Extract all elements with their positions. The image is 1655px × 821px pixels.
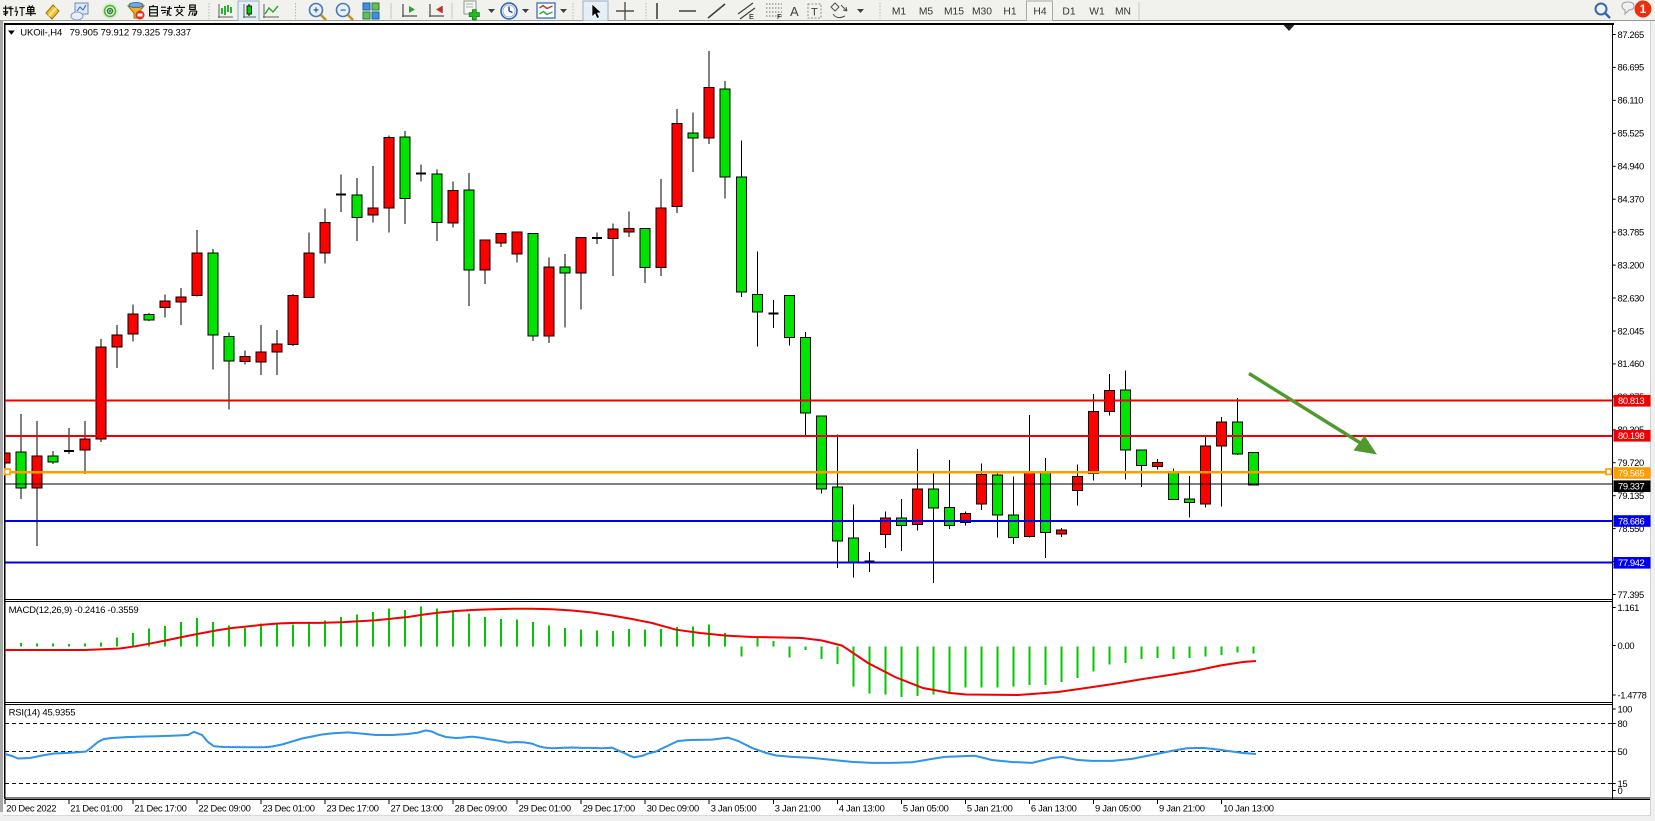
- svg-text:84.940: 84.940: [1618, 161, 1644, 172]
- svg-text:W1: W1: [1089, 7, 1105, 18]
- svg-text:-1.4778: -1.4778: [1618, 689, 1647, 700]
- svg-text:9 Jan 21:00: 9 Jan 21:00: [1159, 803, 1205, 814]
- svg-text:H1: H1: [1003, 7, 1016, 18]
- svg-text:5 Jan 21:00: 5 Jan 21:00: [967, 803, 1013, 814]
- svg-text:78.550: 78.550: [1618, 523, 1644, 534]
- svg-text:85.525: 85.525: [1618, 128, 1644, 139]
- svg-text:20 Dec 2022: 20 Dec 2022: [6, 803, 56, 814]
- svg-text:21 Dec 17:00: 21 Dec 17:00: [134, 803, 186, 814]
- svg-text:80.305: 80.305: [1618, 424, 1644, 435]
- svg-text:−: −: [340, 6, 346, 17]
- svg-text:79.720: 79.720: [1618, 457, 1644, 468]
- svg-text:4 Jan 13:00: 4 Jan 13:00: [839, 803, 885, 814]
- svg-text:87.265: 87.265: [1618, 29, 1644, 40]
- svg-text:3 Jan 05:00: 3 Jan 05:00: [711, 803, 757, 814]
- svg-text:T: T: [811, 7, 818, 19]
- svg-text:81.460: 81.460: [1618, 358, 1644, 369]
- svg-text:30 Dec 09:00: 30 Dec 09:00: [647, 803, 699, 814]
- svg-text:D1: D1: [1062, 7, 1075, 18]
- svg-text:M15: M15: [944, 7, 964, 18]
- svg-text:RSI(14) 45.9355: RSI(14) 45.9355: [9, 708, 76, 719]
- svg-text:M5: M5: [919, 7, 934, 18]
- svg-text:79.337: 79.337: [1618, 481, 1644, 492]
- svg-text:F: F: [777, 12, 782, 21]
- svg-text:9 Jan 05:00: 9 Jan 05:00: [1095, 803, 1141, 814]
- svg-text:M30: M30: [972, 7, 992, 18]
- svg-text:M1: M1: [892, 7, 907, 18]
- svg-text:86.695: 86.695: [1618, 62, 1644, 73]
- svg-text:22 Dec 09:00: 22 Dec 09:00: [198, 803, 250, 814]
- svg-text:23 Dec 17:00: 23 Dec 17:00: [327, 803, 379, 814]
- svg-text:1: 1: [1640, 2, 1647, 16]
- svg-text:23 Dec 01:00: 23 Dec 01:00: [263, 803, 315, 814]
- svg-text:80.813: 80.813: [1618, 395, 1644, 406]
- svg-text:1.161: 1.161: [1618, 602, 1640, 613]
- svg-text:+: +: [313, 6, 319, 17]
- svg-text:0: 0: [1618, 785, 1623, 796]
- svg-text:50: 50: [1618, 746, 1628, 757]
- svg-text:15: 15: [1618, 778, 1628, 789]
- svg-text:80: 80: [1618, 718, 1628, 729]
- svg-text:29 Dec 01:00: 29 Dec 01:00: [519, 803, 571, 814]
- svg-text:5 Jan 05:00: 5 Jan 05:00: [903, 803, 949, 814]
- svg-text:82.045: 82.045: [1618, 325, 1644, 336]
- svg-text:79.565: 79.565: [1618, 467, 1644, 478]
- svg-text:MN: MN: [1115, 7, 1131, 18]
- svg-text:29 Dec 17:00: 29 Dec 17:00: [583, 803, 635, 814]
- svg-text:77.942: 77.942: [1618, 557, 1644, 568]
- svg-text:UKOil-,H4: UKOil-,H4: [20, 28, 62, 39]
- svg-text:77.395: 77.395: [1618, 589, 1644, 600]
- svg-text:28 Dec 09:00: 28 Dec 09:00: [455, 803, 507, 814]
- svg-text:84.370: 84.370: [1618, 194, 1644, 205]
- svg-text:27 Dec 13:00: 27 Dec 13:00: [391, 803, 443, 814]
- svg-text:A: A: [790, 4, 799, 19]
- svg-text:83.200: 83.200: [1618, 259, 1644, 270]
- svg-text:80.198: 80.198: [1618, 430, 1644, 441]
- svg-text:H4: H4: [1033, 7, 1046, 18]
- svg-text:MACD(12,26,9) -0.2416 -0.3559: MACD(12,26,9) -0.2416 -0.3559: [9, 605, 139, 616]
- svg-text:79.905 79.912 79.325 79.337: 79.905 79.912 79.325 79.337: [70, 28, 191, 39]
- svg-text:82.630: 82.630: [1618, 292, 1644, 303]
- svg-text:6 Jan 13:00: 6 Jan 13:00: [1031, 803, 1077, 814]
- svg-text:21 Dec 01:00: 21 Dec 01:00: [70, 803, 122, 814]
- svg-text:86.110: 86.110: [1618, 95, 1644, 106]
- svg-text:83.785: 83.785: [1618, 226, 1644, 237]
- svg-text:10 Jan 13:00: 10 Jan 13:00: [1223, 803, 1274, 814]
- svg-text:E: E: [749, 12, 754, 21]
- svg-text:0.00: 0.00: [1618, 640, 1635, 651]
- svg-text:79.135: 79.135: [1618, 490, 1644, 501]
- svg-text:3 Jan 21:00: 3 Jan 21:00: [775, 803, 821, 814]
- svg-text:100: 100: [1618, 703, 1633, 714]
- svg-text:78.686: 78.686: [1618, 515, 1644, 526]
